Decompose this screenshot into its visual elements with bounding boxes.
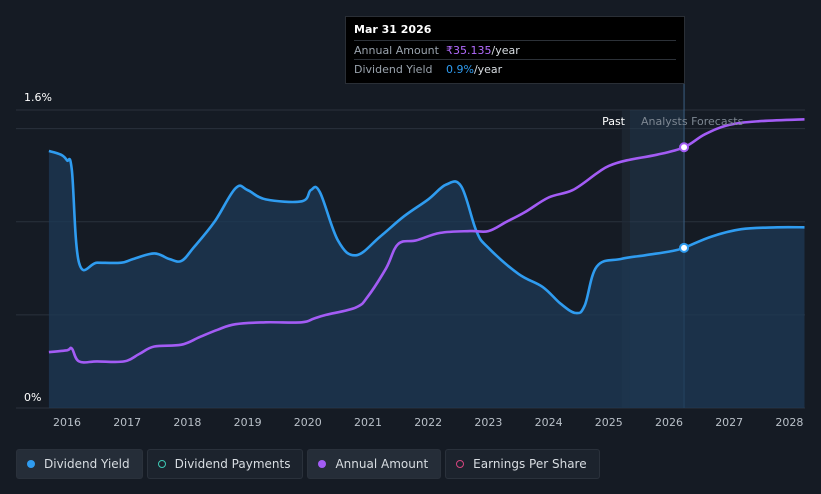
x-tick-label: 2024 [535,416,563,429]
legend-annual-amount[interactable]: Annual Amount [307,449,442,479]
legend-dividend-payments[interactable]: Dividend Payments [146,449,304,479]
x-tick-label: 2016 [53,416,81,429]
x-axis: 2016 2017 2018 2019 2020 2021 2022 2023 2024 2025… [53,416,803,429]
dividend-yield-marker [679,242,690,253]
x-tick-label: 2019 [234,416,262,429]
y-tick-bottom: 0% [24,391,41,404]
x-tick-label: 2022 [414,416,442,429]
dividend-yield-area [48,151,805,408]
legend-ring-icon [456,460,465,468]
tooltip-label: Annual Amount [354,44,439,57]
x-tick-label: 2021 [354,416,382,429]
tooltip-date: Mar 31 2026 [354,23,676,41]
tooltip-row-dividend-yield: Dividend Yield 0.9% /year [354,60,676,78]
y-tick-top: 1.6% [24,91,52,104]
tooltip-row-annual-amount: Annual Amount ₹35.135 /year [354,41,676,60]
x-tick-label: 2017 [113,416,141,429]
forecast-label: Analysts Forecasts [641,115,744,128]
legend-label: Dividend Payments [174,457,291,471]
past-label: Past [602,115,626,128]
legend-ring-icon [157,460,166,468]
legend-dot-icon [318,460,327,468]
annual-amount-marker [679,142,690,153]
legend-dot-icon [27,460,35,468]
tooltip-unit: /year [491,44,520,57]
area-layer [48,151,805,408]
tooltip-value: ₹35.135 [446,44,492,57]
x-tick-label: 2020 [294,416,322,429]
x-tick-label: 2026 [655,416,683,429]
marker-layer [679,142,690,253]
dividend-yield-line [48,149,805,315]
tooltip: Mar 31 2026 Annual Amount ₹35.135 /year … [345,16,685,84]
line-layer [48,118,805,364]
legend-earnings-per-share[interactable]: Earnings Per Share [445,449,600,479]
annual-amount-line [48,118,805,364]
tooltip-label: Dividend Yield [354,63,433,76]
legend-label: Dividend Yield [44,457,130,471]
tooltip-value: 0.9% [446,63,474,76]
legend-label: Earnings Per Share [473,457,587,471]
x-tick-label: 2023 [474,416,502,429]
x-tick-label: 2025 [595,416,623,429]
x-tick-label: 2028 [775,416,803,429]
legend-label: Annual Amount [335,457,429,471]
x-tick-label: 2018 [173,416,201,429]
tooltip-unit: /year [473,63,503,76]
legend: Dividend Yield Dividend Payments Annual … [16,449,600,479]
x-tick-label: 2027 [715,416,743,429]
legend-dividend-yield[interactable]: Dividend Yield [16,449,143,479]
